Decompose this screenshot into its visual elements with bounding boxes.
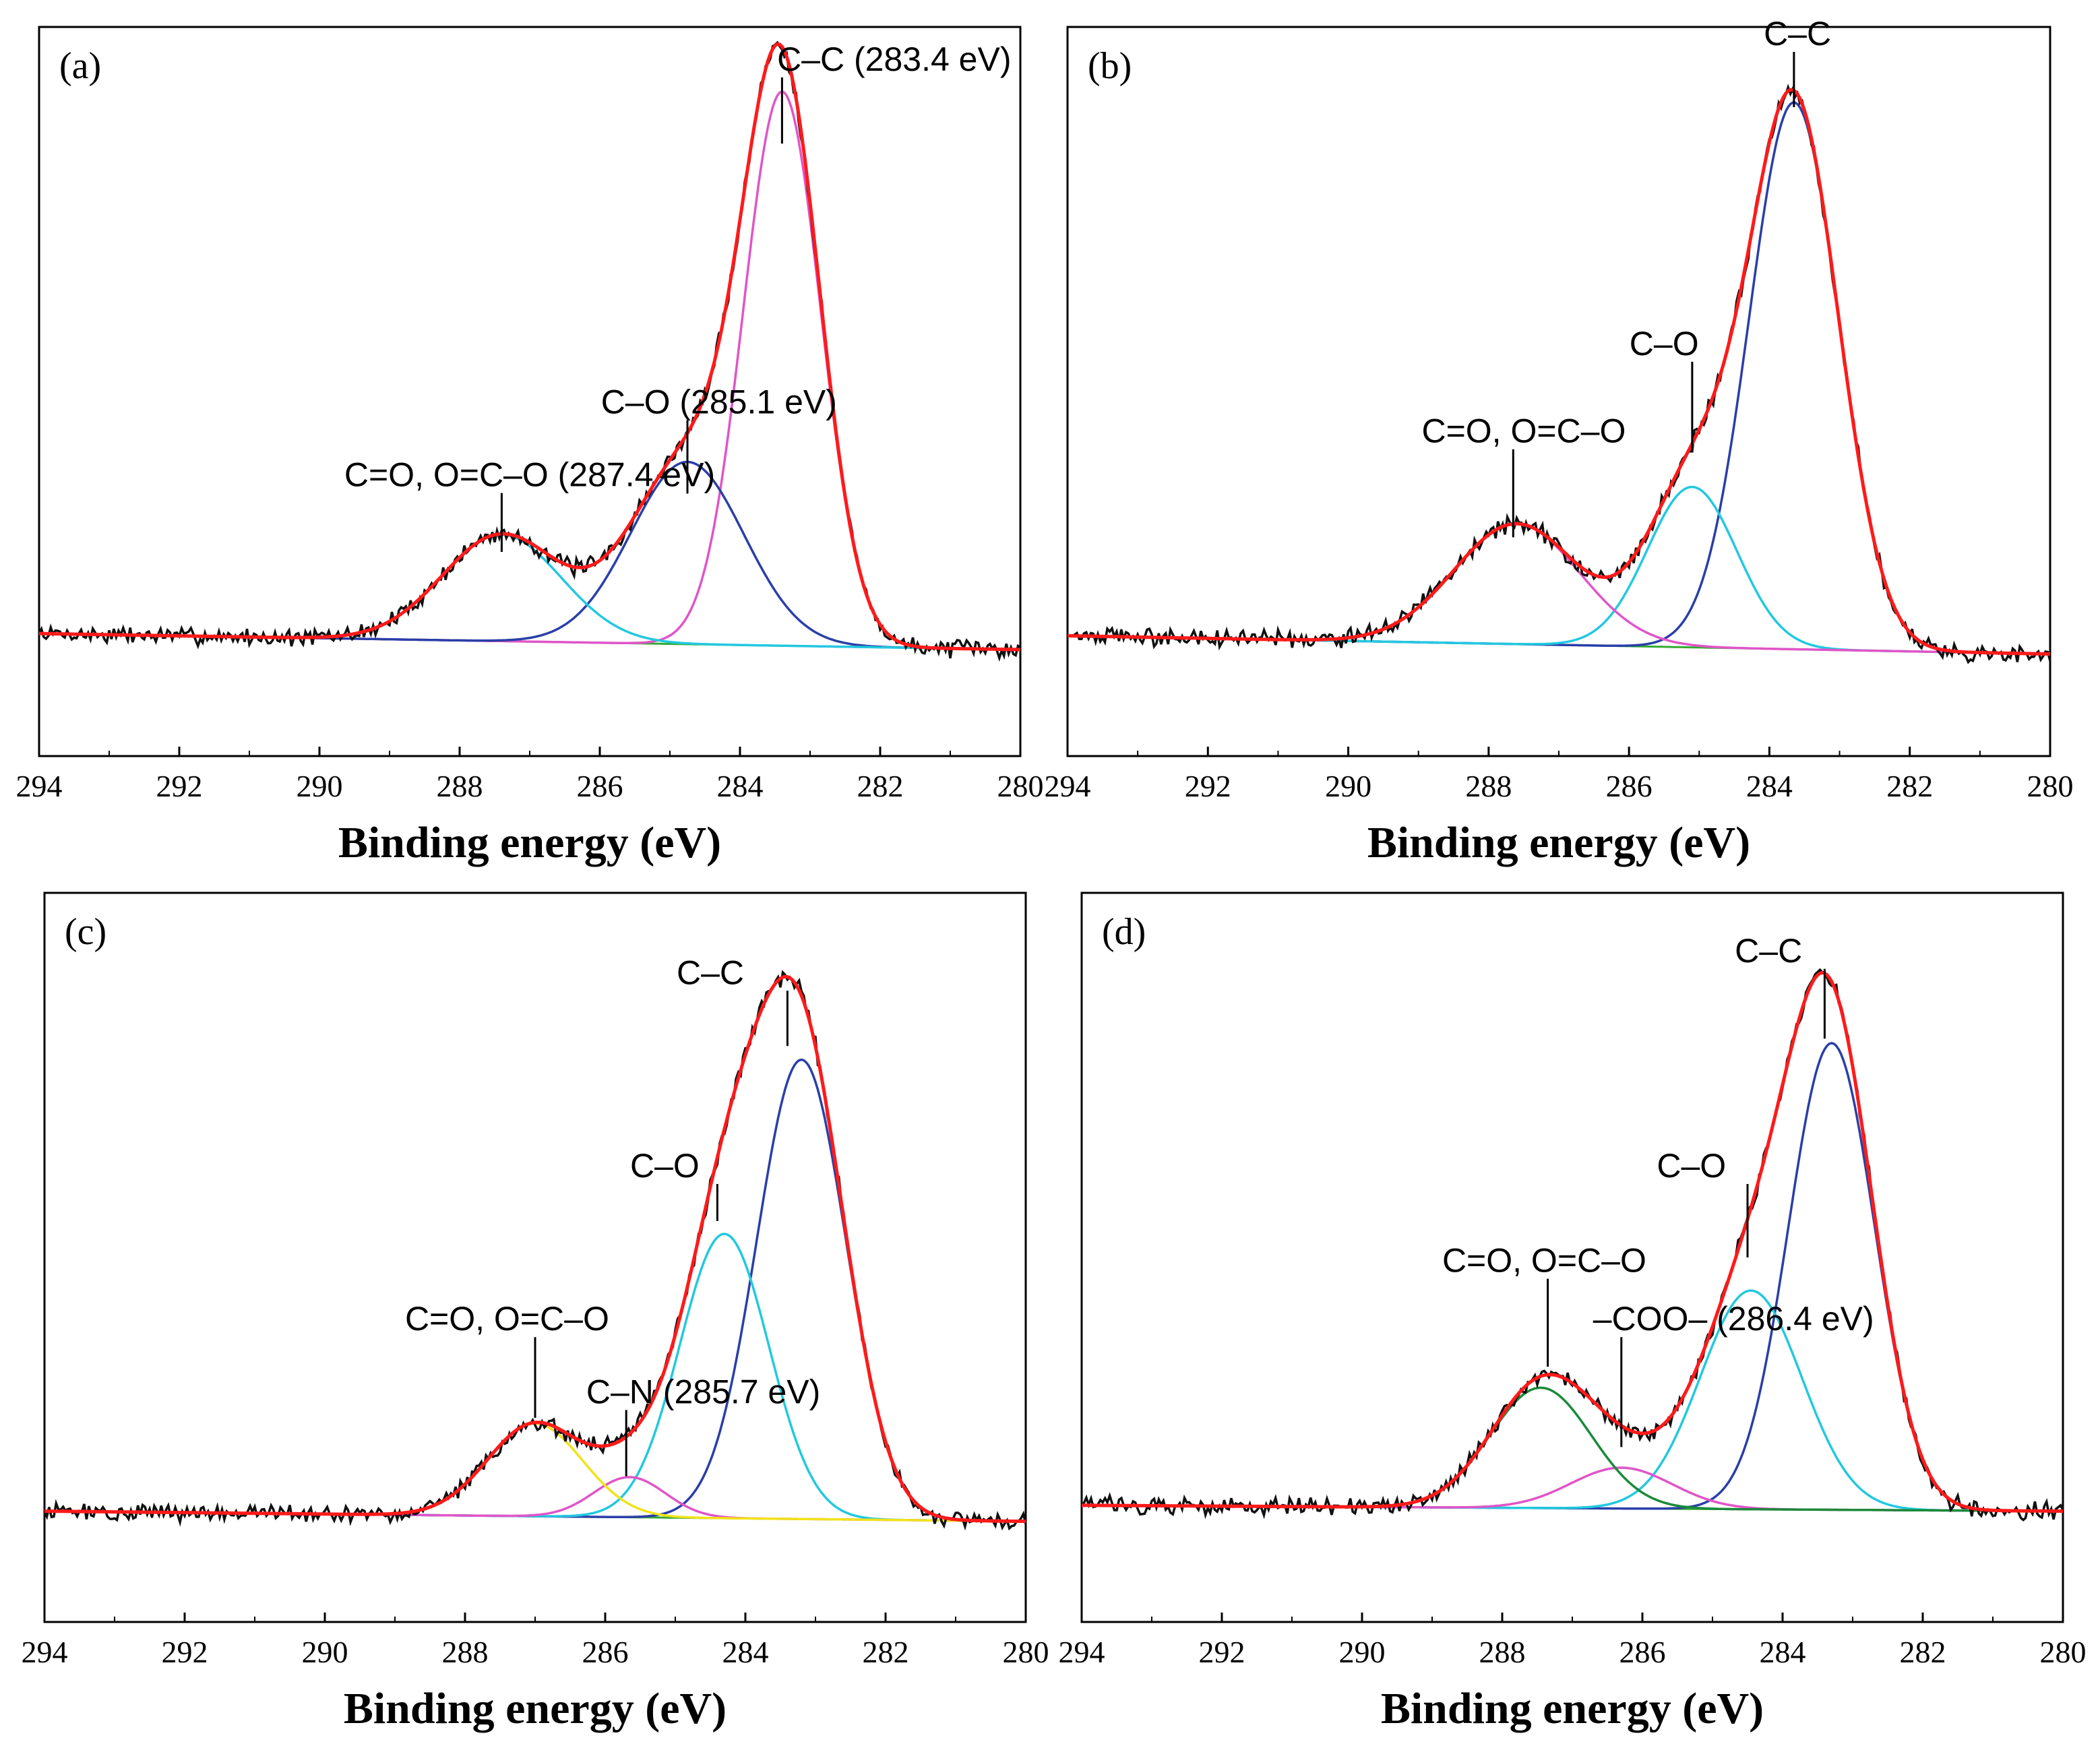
x-tick-label: 290	[1339, 1635, 1386, 1669]
peak-annotation: C=O, O=C–O	[405, 1300, 609, 1338]
fit-component-0	[44, 1058, 1026, 1523]
x-tick-label: 292	[156, 769, 203, 803]
x-tick-label: 280	[1003, 1635, 1049, 1669]
x-tick-label: 294	[22, 1635, 68, 1669]
x-tick-label: 286	[577, 769, 623, 803]
panel-c: 294 292 290 288 286 284 282 280 Binding energy (…	[22, 892, 1049, 1733]
x-tick-label: 290	[297, 769, 343, 803]
fit-component-1	[1082, 1289, 2063, 1513]
x-tick-label: 288	[442, 1635, 489, 1669]
x-axis-label: Binding energy (eV)	[1381, 1684, 1764, 1733]
panel-b: 294 292 290 288 286 284 282 280 Binding energy (…	[1045, 15, 2074, 867]
peak-annotation: C–N (285.7 eV)	[586, 1373, 820, 1410]
x-tick-label: 290	[302, 1635, 348, 1669]
x-tick-label: 294	[1045, 769, 1091, 803]
panel-label: (b)	[1088, 45, 1132, 87]
peak-annotation: C=O, O=C–O (287.4 eV)	[344, 456, 715, 494]
peak-annotation: C–C	[677, 954, 744, 991]
x-tick-label: 280	[2027, 769, 2074, 803]
x-tick-label: 290	[1325, 769, 1371, 803]
x-tick-label: 282	[1900, 1635, 1946, 1669]
peak-annotation: C–C	[1735, 932, 1802, 970]
x-tick-label: 280	[2040, 1635, 2087, 1669]
fit-envelope	[44, 974, 1026, 1524]
x-tick-label: 288	[1465, 769, 1512, 803]
panel-d: 294 292 290 288 286 284 282 280 Binding energy (…	[1059, 892, 2087, 1733]
x-tick-label: 286	[1606, 769, 1653, 803]
x-axis-label: Binding energy (eV)	[344, 1684, 727, 1733]
peak-annotation: C=O, O=C–O	[1421, 412, 1626, 450]
peak-annotation: C–C	[1764, 15, 1831, 53]
x-axis-label: Binding energy (eV)	[338, 818, 721, 867]
raw-spectrum	[43, 970, 1027, 1531]
peak-annotation: C–O (285.1 eV)	[601, 383, 837, 420]
fit-component-3	[44, 1422, 1026, 1523]
x-tick-label: 282	[863, 1635, 909, 1669]
fit-envelope	[1068, 88, 2050, 656]
x-tick-label: 288	[437, 769, 483, 803]
x-tick-label: 294	[16, 769, 63, 803]
x-axis-label: Binding energy (eV)	[1367, 818, 1750, 867]
panel-label: (a)	[59, 45, 101, 87]
peak-annotation: C–C (283.4 eV)	[777, 40, 1011, 78]
peak-annotation: C–O	[630, 1147, 700, 1185]
x-tick-label: 284	[1760, 1635, 1806, 1669]
raw-spectrum	[38, 40, 1022, 662]
x-tick-label: 294	[1059, 1635, 1105, 1669]
raw-spectrum	[1067, 84, 2051, 664]
x-tick-label: 284	[722, 1635, 769, 1669]
x-tick-label: 288	[1479, 1635, 1526, 1669]
x-tick-label: 282	[857, 769, 904, 803]
fit-component-0	[38, 90, 1020, 651]
fit-envelope	[38, 42, 1020, 652]
fit-envelope	[1082, 970, 2063, 1513]
x-tick-label: 292	[1185, 769, 1231, 803]
x-tick-label: 282	[1886, 769, 1933, 803]
x-tick-label: 286	[1619, 1635, 1666, 1669]
panel-label: (d)	[1102, 911, 1146, 953]
fit-component-1	[1068, 485, 2050, 656]
peak-annotation: C–O	[1657, 1147, 1726, 1185]
x-tick-label: 284	[1746, 769, 1793, 803]
peak-annotation: C=O, O=C–O	[1442, 1242, 1646, 1280]
x-tick-label: 284	[717, 769, 764, 803]
x-tick-label: 286	[582, 1635, 629, 1669]
fit-component-0	[1068, 101, 2050, 656]
panel-label: (c)	[65, 911, 106, 953]
peak-annotation: –COO– (286.4 eV)	[1593, 1300, 1874, 1338]
peak-annotation: C–O	[1630, 325, 1699, 363]
panel-a: 294 292 290 288 286 284 282 280 Binding energy (…	[16, 26, 1044, 867]
x-tick-label: 280	[997, 769, 1044, 803]
plot-frame	[1066, 26, 2051, 757]
fit-component-3	[1082, 1386, 2063, 1513]
x-tick-label: 292	[1199, 1635, 1245, 1669]
x-tick-label: 292	[162, 1635, 208, 1669]
